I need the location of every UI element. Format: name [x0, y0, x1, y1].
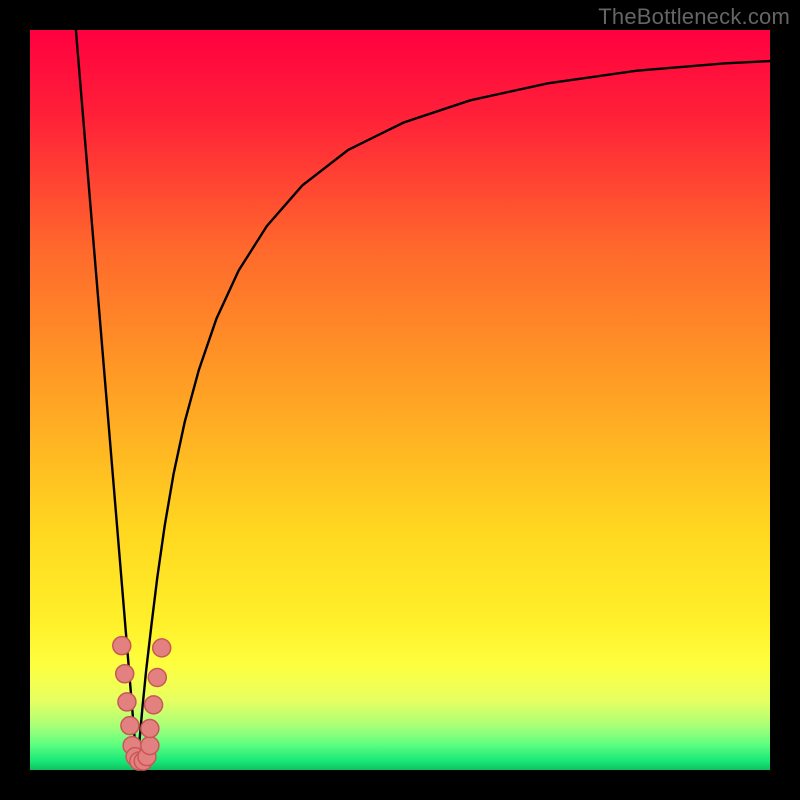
data-marker	[145, 696, 163, 714]
data-marker	[153, 639, 171, 657]
chart-svg	[0, 0, 800, 800]
data-marker	[116, 665, 134, 683]
data-marker	[121, 717, 139, 735]
data-marker	[141, 737, 159, 755]
data-marker	[118, 693, 136, 711]
chart-frame: TheBottleneck.com	[0, 0, 800, 800]
plot-background	[30, 30, 770, 770]
data-marker	[148, 669, 166, 687]
data-marker	[113, 637, 131, 655]
watermark-label: TheBottleneck.com	[598, 4, 790, 30]
data-marker	[141, 720, 159, 738]
